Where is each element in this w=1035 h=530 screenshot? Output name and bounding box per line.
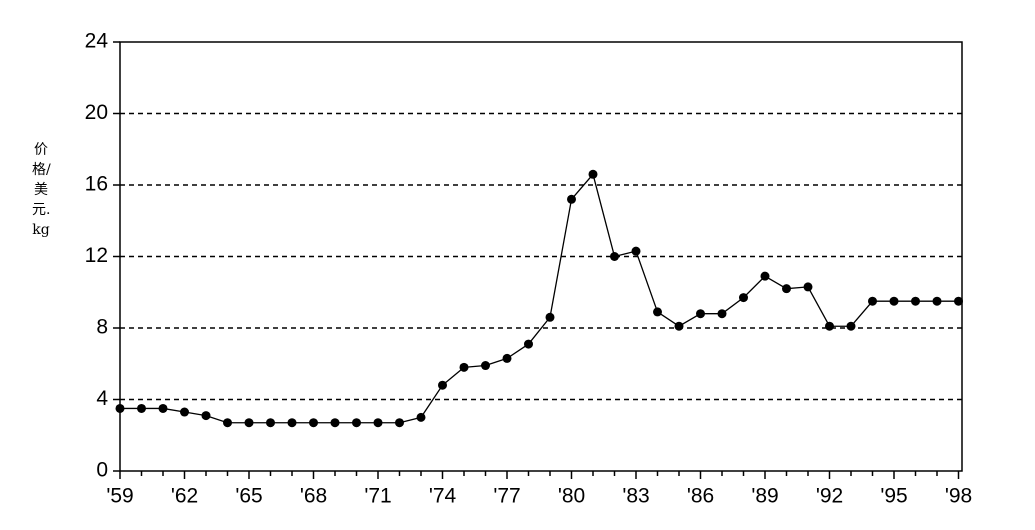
data-point [932,296,942,306]
data-point [610,252,619,261]
data-point [674,321,684,331]
x-tick-label: '77 [493,485,520,508]
data-point [244,418,254,428]
data-point [889,296,899,306]
y-axis-label: 价格/美元.kg [32,142,51,238]
data-point [373,418,383,428]
data-point [180,407,189,417]
data-point [395,418,404,428]
x-tick-label: '80 [558,485,585,508]
y-tick-label: 20 [85,101,108,124]
x-tick-label: '65 [235,485,262,508]
data-point [911,296,920,306]
x-tick-label: '83 [622,485,649,508]
data-point [760,271,770,281]
data-point [588,169,598,179]
x-tick-label: '92 [816,485,843,508]
x-tick-label: '71 [364,485,391,508]
data-point [502,353,512,363]
data-point [309,418,318,428]
data-point [287,418,297,428]
y-tick-label: 8 [96,316,108,339]
x-tick-label: '68 [300,485,327,508]
data-point [954,296,963,306]
data-line [120,172,959,424]
data-point [739,293,748,303]
data-point [653,307,662,317]
data-point [330,418,340,428]
data-point [846,321,856,331]
data-point [782,284,791,294]
x-tick-label: '86 [687,485,714,508]
data-point [481,361,490,371]
plot-frame [119,41,963,472]
data-point [438,380,447,390]
data-point [137,403,146,413]
data-point [459,362,469,372]
data-point [825,321,834,331]
data-point [115,403,125,413]
y-tick-label: 16 [85,173,108,196]
data-point [631,246,641,256]
x-tick-label: '98 [945,485,972,508]
x-tick-label: '95 [880,485,907,508]
y-tick-label: 4 [96,387,108,410]
x-tick-label: '74 [429,485,457,508]
data-point [696,309,705,319]
data-point [717,309,727,319]
y-tick-label: 0 [96,459,108,482]
x-tick-label: '89 [751,485,778,508]
data-point [567,194,576,204]
data-point [545,312,555,322]
y-tick-label: 12 [85,244,108,267]
data-point [803,282,813,292]
data-point [223,418,232,428]
data-point [266,418,275,428]
y-tick-label: 24 [85,30,109,53]
data-point [524,339,533,349]
data-point [868,296,877,306]
data-point [201,411,211,421]
data-point [158,403,168,413]
data-point [352,418,361,428]
x-tick-label: '59 [106,485,133,508]
data-point [416,412,426,422]
x-tick-label: '62 [171,485,198,508]
